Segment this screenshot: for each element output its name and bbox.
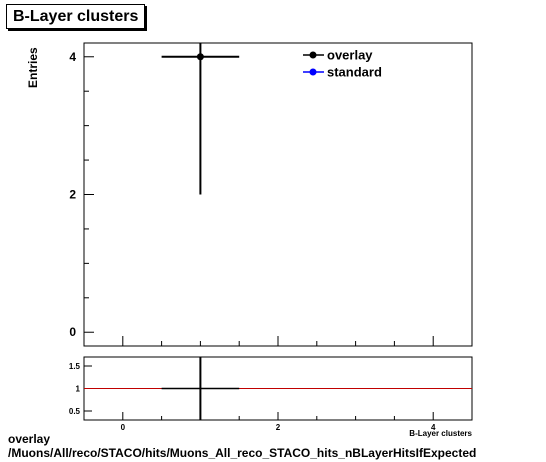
ratio-data-points (84, 357, 472, 420)
ratio-x-tick-label: 0 (121, 423, 126, 432)
ratio-x-tick-label: 4 (431, 423, 436, 432)
main-y-axis: 0 2 4 (69, 50, 94, 339)
ratio-y-tick-label: 0.5 (69, 407, 81, 416)
ratio-y-tick-label: 1 (76, 385, 81, 394)
main-data-points (161, 43, 240, 195)
main-x-axis (83, 336, 473, 346)
legend-label: overlay (327, 48, 373, 63)
legend: overlay standard (303, 48, 382, 80)
ratio-axes: 0.5 1 1.5 0 2 4 (69, 362, 473, 432)
footer: overlay /Muons/All/reco/STACO/hits/Muons… (8, 432, 476, 460)
legend-label: standard (327, 65, 382, 80)
x-axis-label: B-Layer clusters (409, 429, 472, 438)
chart-title: B-Layer clusters (6, 4, 146, 29)
footer-line-1: overlay (8, 432, 51, 446)
y-tick-label: 2 (69, 188, 76, 202)
legend-marker (309, 51, 317, 59)
ratio-x-tick-label: 2 (276, 423, 281, 432)
main-plot-frame (83, 42, 473, 347)
y-tick-label: 0 (69, 325, 76, 339)
y-axis-label: Entries (26, 47, 40, 88)
y-tick-label: 4 (69, 50, 76, 64)
footer-line-2: /Muons/All/reco/STACO/hits/Muons_All_rec… (8, 446, 477, 460)
legend-marker (309, 68, 317, 76)
ratio-y-tick-label: 1.5 (69, 362, 81, 371)
data-point (196, 53, 204, 61)
main-frame-border (83, 42, 473, 347)
